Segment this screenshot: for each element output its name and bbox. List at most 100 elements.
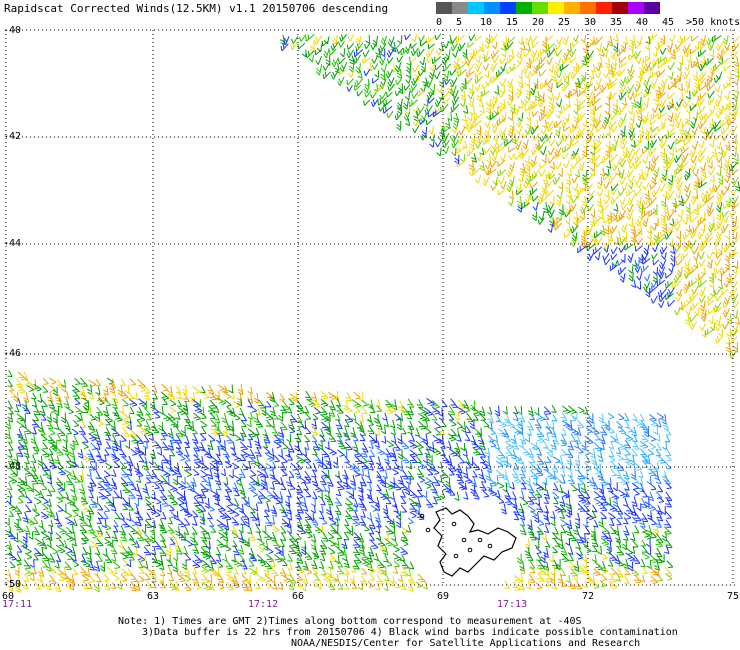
wind-barb (627, 161, 635, 169)
wind-barb (443, 70, 450, 82)
wind-barb (374, 428, 380, 437)
wind-barb (54, 582, 62, 593)
wind-barb (608, 92, 617, 101)
wind-barb (608, 441, 615, 450)
wind-barb (655, 433, 661, 442)
wind-barb (226, 406, 234, 415)
wind-barb (422, 490, 428, 499)
wind-barb (232, 545, 240, 556)
wind-barb (653, 524, 659, 535)
wind-barb (660, 78, 668, 88)
wind-barb (576, 89, 585, 98)
wind-barb (498, 176, 505, 185)
wind-barb (238, 532, 245, 544)
wind-barb (560, 468, 566, 477)
wind-barb (532, 133, 540, 141)
wind-barb (42, 385, 49, 393)
wind-barb (633, 91, 643, 99)
wind-barb (679, 161, 689, 170)
wind-barb (118, 405, 124, 414)
wind-barb (577, 64, 585, 70)
wind-barb (548, 64, 554, 73)
wind-barb (244, 496, 250, 508)
wind-barb (576, 77, 586, 88)
wind-barb (542, 441, 549, 449)
wind-barb (441, 126, 450, 135)
wind-barb (548, 98, 555, 109)
wind-barb (604, 105, 611, 115)
wind-barb (23, 448, 30, 459)
wind-barb (573, 560, 580, 572)
wind-barb (552, 546, 558, 554)
wind-barb (540, 78, 547, 88)
wind-barb (460, 153, 466, 163)
wind-barb (639, 69, 650, 77)
wind-barb (694, 273, 700, 282)
wind-barb (653, 426, 659, 435)
wind-barb (617, 68, 626, 77)
wind-barb (628, 69, 635, 78)
wind-barb (319, 544, 327, 555)
wind-barb (691, 140, 699, 150)
wind-barb (556, 82, 564, 89)
wind-barb (508, 112, 513, 121)
wind-barb (510, 449, 517, 460)
wind-barb (675, 181, 683, 191)
wind-barb (616, 547, 625, 556)
wind-barb (655, 504, 663, 515)
wind-barb (554, 152, 562, 159)
wind-barb (716, 49, 723, 61)
wind-barb (434, 97, 443, 108)
wind-barb (669, 218, 675, 227)
wind-barb (563, 160, 570, 169)
wind-barb (707, 90, 715, 99)
wind-barb (323, 36, 330, 45)
wind-barb (700, 126, 706, 135)
wind-barb (374, 70, 380, 78)
wind-barb (508, 162, 515, 172)
wind-barb (191, 526, 198, 535)
wind-barb (398, 83, 403, 95)
wind-barb (628, 133, 636, 141)
wind-barb (288, 470, 295, 478)
wind-barb (659, 175, 668, 184)
wind-barb (691, 90, 699, 97)
wind-barb (409, 84, 418, 94)
wind-barb (321, 41, 329, 47)
wind-barb (506, 181, 514, 193)
wind-barb (491, 125, 499, 134)
wind-barb (146, 512, 152, 521)
wind-barb (314, 49, 323, 56)
wind-barb (565, 204, 571, 215)
wind-barb (355, 42, 364, 52)
wind-barb (559, 64, 569, 72)
wind-barb (513, 106, 521, 116)
wind-barb (622, 148, 628, 158)
coastline-outline (419, 507, 517, 577)
wind-barb (500, 43, 506, 51)
wind-barb (544, 35, 553, 43)
wind-barb (585, 427, 593, 434)
wind-barb (169, 406, 177, 414)
wind-barb (660, 147, 666, 159)
wind-barb (432, 447, 442, 456)
wind-barb (698, 61, 707, 72)
wind-barb (616, 505, 624, 515)
wind-barb (649, 162, 657, 172)
wind-barb (661, 197, 666, 208)
wind-barb (397, 434, 403, 445)
wind-barb (552, 176, 561, 185)
wind-barb (596, 188, 604, 197)
wind-barb (180, 476, 186, 485)
wind-barb (553, 120, 563, 129)
wind-barb (535, 582, 543, 590)
wind-barb (662, 441, 668, 451)
wind-barb (394, 89, 402, 97)
wind-barb (408, 440, 418, 449)
wind-barb (346, 49, 354, 59)
wind-barb (416, 48, 425, 58)
wind-barb (508, 147, 515, 153)
wind-barb (527, 447, 535, 459)
wind-barb (132, 392, 138, 401)
wind-barb (106, 566, 114, 574)
